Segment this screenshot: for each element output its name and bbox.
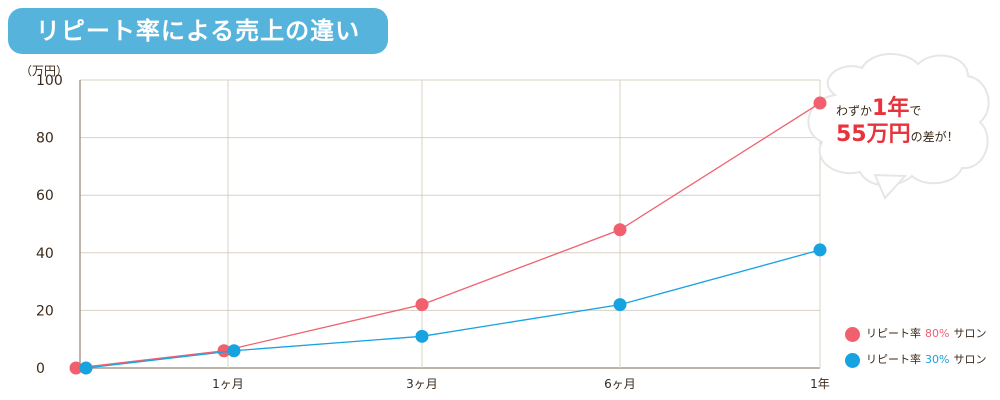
point-s1-2 [415,329,429,343]
point-s0-0 [69,361,83,375]
y-tick-100: 100 [36,73,63,89]
y-unit-label: （万円） [20,64,69,78]
legend-dot-30 [845,352,860,368]
legend-pct-80: 80% [925,327,950,340]
series-line-1 [85,249,821,369]
callout-post1: で [909,104,922,118]
legend-label-30-post: サロン [953,353,987,366]
x-tick-1: 3ヶ月 [406,377,438,391]
series-line-0 [75,102,821,369]
y-tick-80: 80 [36,131,54,147]
legend-item-30: リピート率 30% サロン [845,351,986,368]
legend-item-80: リピート率 80% サロン [845,325,986,342]
callout-pre: わずか [836,104,873,118]
series-lines [69,96,827,375]
point-s0-3 [613,223,627,237]
x-tick-0: 1ヶ月 [212,377,244,391]
y-tick-40: 40 [36,246,54,262]
y-axis-ticks: 0 20 40 60 80 100 [36,73,63,377]
point-s1-0 [79,361,93,375]
y-tick-20: 20 [36,303,54,319]
chart-title: リピート率による売上の違い [8,8,388,54]
y-tick-0: 0 [36,361,45,377]
legend-label-30-pre: リピート率 [866,353,921,366]
point-s1-3 [613,298,627,312]
point-s1-1 [227,344,241,358]
x-tick-2: 6ヶ月 [604,377,636,391]
legend-label-80-pre: リピート率 [866,327,921,340]
callout-highlight-amount: 55万円 [836,122,911,148]
grid [79,79,821,369]
x-axis-ticks: 1ヶ月 3ヶ月 6ヶ月 1年 [212,377,830,391]
callout-cloud-shape [807,52,990,187]
callout-highlight-year: 1年 [872,96,910,121]
point-s0-4 [813,96,827,110]
point-s0-1 [217,344,231,358]
legend-dot-80 [845,326,860,342]
legend-pct-30: 30% [925,353,950,366]
callout-text: わずか1年で 55万円の差が！ [836,96,986,149]
callout-post2: の差が！ [910,130,959,145]
callout-bubble [807,52,990,200]
point-s1-4 [813,243,827,257]
callout-tail [873,173,908,200]
x-tick-3: 1年 [810,377,830,391]
legend-label-80-post: サロン [953,327,987,340]
point-s0-2 [415,298,429,312]
y-tick-60: 60 [36,188,54,204]
